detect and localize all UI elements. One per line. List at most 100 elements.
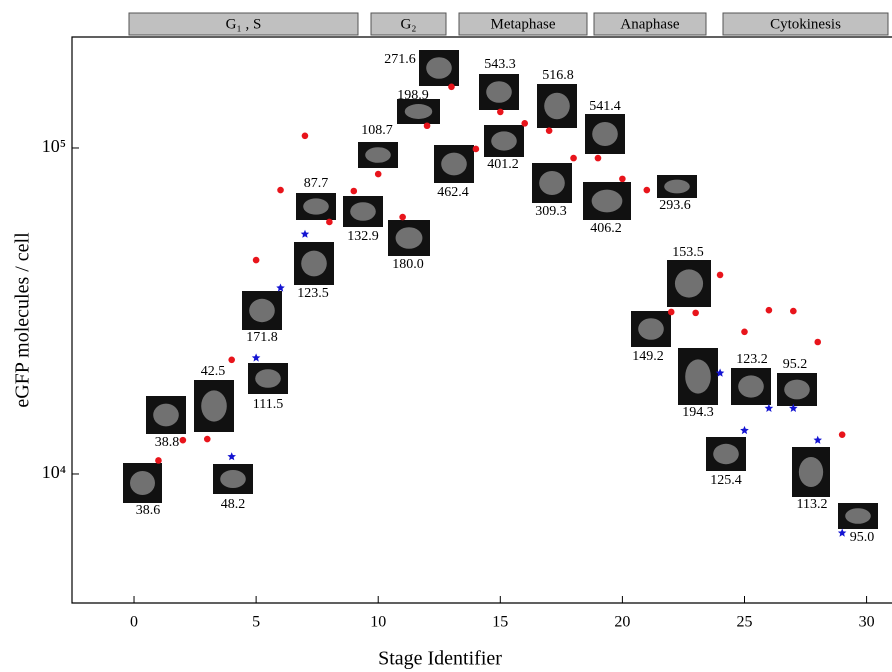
dot-point (399, 213, 406, 221)
annotation: 42.5 (201, 364, 226, 379)
cell-body (539, 171, 565, 195)
star-point (837, 528, 847, 537)
annotation: 113.2 (797, 497, 828, 512)
star-point (300, 229, 310, 238)
annotation: 543.3 (484, 57, 516, 72)
annotation: 123.5 (297, 286, 329, 301)
annotation: 171.8 (246, 330, 278, 345)
x-tick-label: 10 (370, 614, 386, 631)
phase-box (370, 12, 447, 36)
annotation: 198.9 (397, 88, 429, 103)
annotation: 541.4 (589, 99, 621, 114)
dot-point (619, 175, 626, 183)
phase-box (128, 12, 359, 36)
dot-point (692, 309, 699, 317)
phase-label: G₂ (400, 16, 416, 32)
y-tick-label: 10⁴ (42, 462, 66, 482)
annotation: 125.4 (710, 473, 742, 488)
star-point (789, 403, 798, 412)
annotation: 149.2 (632, 349, 664, 364)
cell-body (303, 198, 329, 215)
dot-point (228, 356, 235, 364)
dot-point (252, 256, 260, 264)
cell-body (674, 269, 704, 298)
dot-point (667, 308, 675, 316)
dot-point (326, 218, 333, 226)
star-point (251, 353, 261, 362)
cell-body (486, 81, 512, 103)
dot-point (179, 436, 187, 444)
cell-body (201, 390, 227, 422)
cell-body (395, 227, 423, 249)
dot-point (301, 132, 309, 140)
cell-body (544, 92, 570, 120)
annotation: 132.9 (347, 229, 379, 244)
star-point (276, 283, 285, 292)
x-tick-label: 5 (252, 614, 260, 631)
cell-body (491, 131, 517, 151)
cell-body (365, 147, 391, 163)
annotation: 123.2 (736, 352, 768, 367)
cell-body (591, 189, 623, 213)
dot-point (472, 145, 480, 153)
cell-body (426, 57, 452, 79)
cell-body (845, 508, 871, 524)
dot-point (790, 307, 797, 315)
cell-body (255, 369, 281, 388)
dot-point (350, 187, 358, 195)
star-point (764, 403, 774, 412)
dot-point (545, 127, 553, 134)
cell-body (350, 202, 376, 221)
annotation: 108.7 (361, 123, 393, 138)
phase-label: G₁ , S (226, 16, 262, 32)
annotation: 516.8 (542, 68, 574, 83)
dot-point (765, 306, 773, 314)
cell-body (404, 104, 433, 119)
axis-frame (71, 36, 892, 604)
x-tick-label: 0 (130, 614, 138, 631)
cell-body (664, 179, 690, 194)
cell-body (130, 471, 155, 495)
dot-point (741, 328, 748, 336)
annotation: 401.2 (487, 157, 519, 172)
cell-body (441, 152, 467, 176)
dot-point (814, 338, 822, 346)
cell-body (798, 457, 824, 487)
annotation: 95.2 (783, 357, 808, 372)
cell-body (220, 470, 246, 488)
dot-point (838, 431, 846, 438)
annotation: 293.6 (659, 198, 691, 213)
dot-point (497, 108, 504, 116)
dot-point (374, 170, 382, 178)
x-axis-label: Stage Identifier (378, 648, 502, 670)
phase-label: Cytokinesis (770, 16, 841, 32)
cell-body (592, 122, 618, 146)
dot-point (594, 154, 602, 162)
annotation: 309.3 (535, 204, 567, 219)
annotation: 153.5 (672, 245, 704, 260)
annotation: 38.8 (155, 435, 180, 450)
annotation: 111.5 (253, 397, 283, 412)
x-tick-label: 25 (736, 614, 752, 631)
x-tick-label: 15 (492, 614, 508, 631)
star-point (813, 435, 822, 444)
phase-box (593, 12, 707, 36)
dot-point (155, 457, 162, 464)
cell-body (153, 403, 179, 427)
dot-point (643, 186, 651, 194)
star-point (715, 368, 725, 377)
annotation: 462.4 (437, 185, 469, 200)
phase-label: Metaphase (491, 16, 556, 32)
star-point (227, 452, 236, 461)
dot-point (570, 154, 577, 162)
dot-point (423, 122, 431, 130)
annotation: 48.2 (221, 497, 246, 512)
annotation: 95.0 (850, 530, 875, 545)
dot-point (521, 120, 529, 127)
annotation: 406.2 (590, 221, 622, 236)
dot-point (203, 435, 211, 443)
dot-point (448, 83, 455, 91)
cell-body (301, 250, 327, 277)
x-tick-label: 20 (614, 614, 630, 631)
